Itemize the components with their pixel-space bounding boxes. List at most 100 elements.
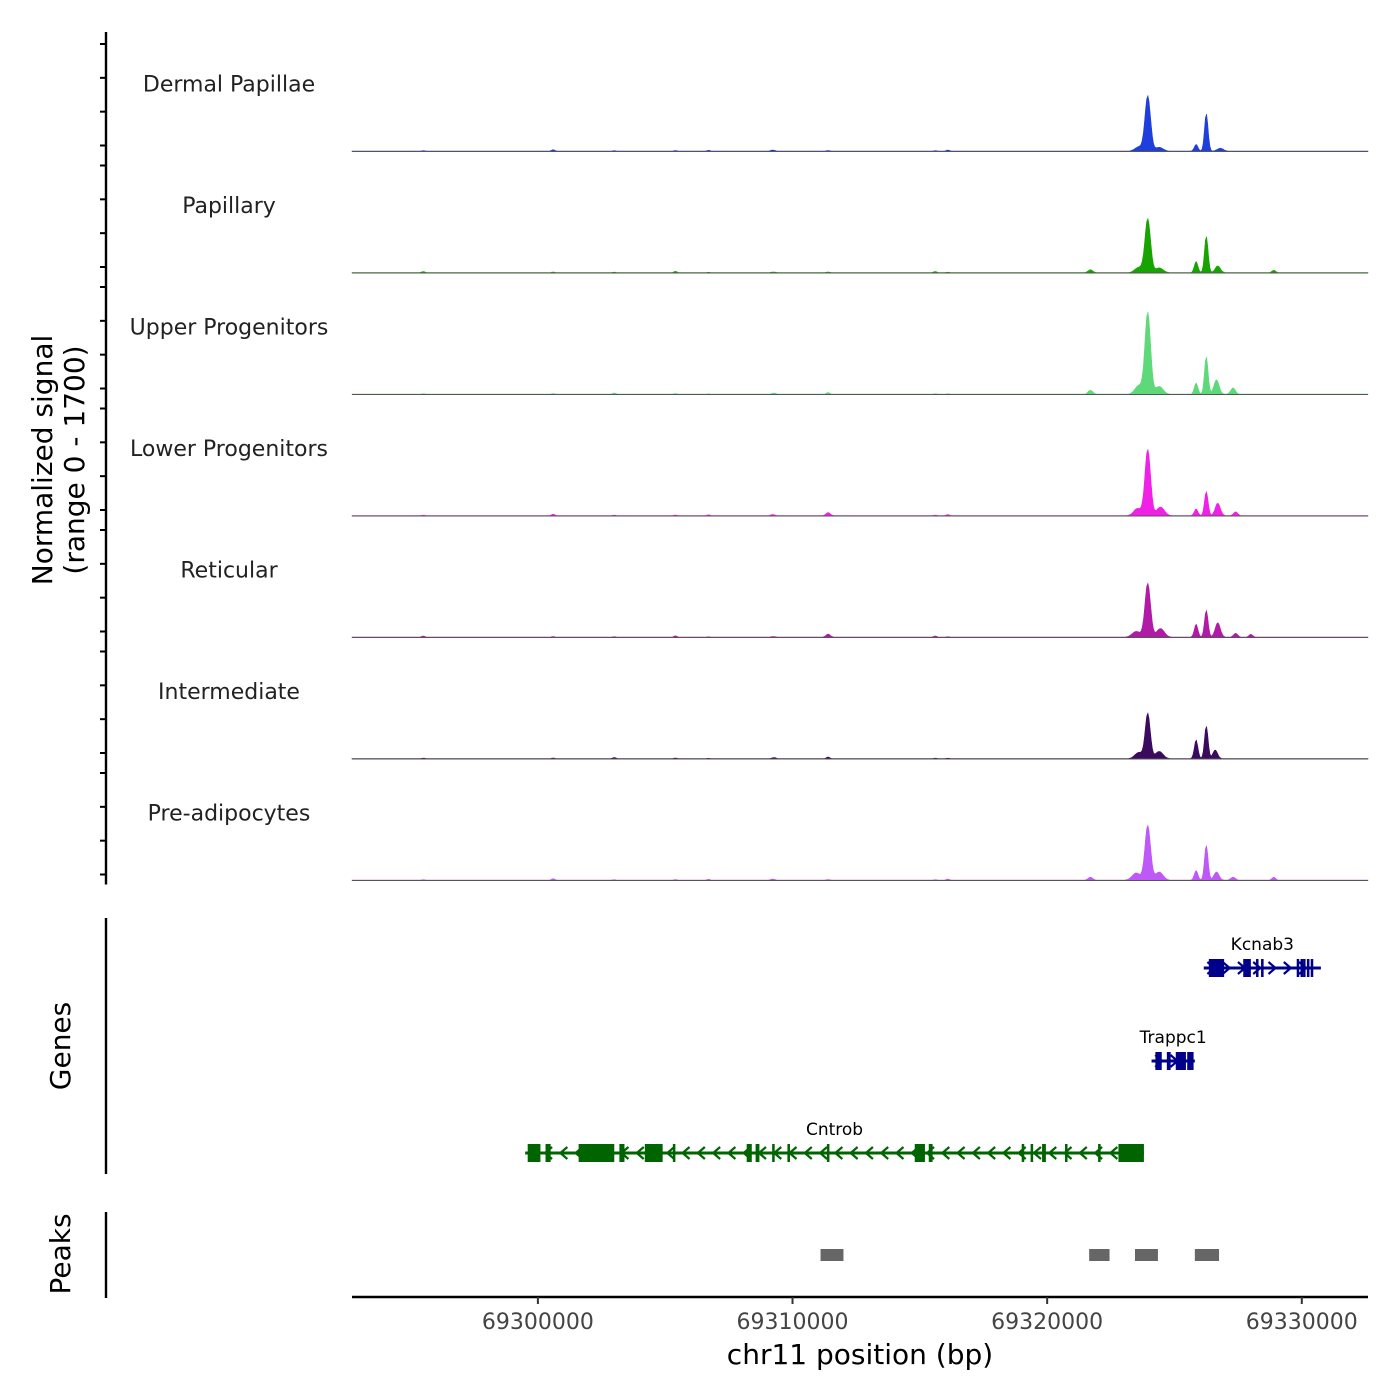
strand-chevron: [1283, 961, 1293, 975]
track-label: Papillary: [182, 194, 276, 219]
gene-exon: [527, 1144, 541, 1162]
gene-exon: [928, 1144, 933, 1162]
gene-exon: [1187, 1052, 1194, 1070]
track-2: Upper Progenitors: [130, 312, 1369, 395]
coverage-tracks: Dermal Papillae Papillary Upper Progenitor…: [130, 73, 1369, 881]
x-tick-label: 69310000: [737, 1310, 849, 1335]
track-label: Pre-adipocytes: [148, 802, 311, 827]
gene-exon: [746, 1144, 752, 1162]
track-label: Reticular: [180, 559, 278, 584]
gene-exon: [619, 1144, 625, 1162]
gene-exon: [1306, 959, 1310, 977]
gene-trappc1: Trappc1: [1139, 1028, 1207, 1070]
gene-exon: [787, 1144, 790, 1162]
track-label: Lower Progenitors: [130, 437, 328, 462]
track-3: Lower Progenitors: [130, 437, 1369, 517]
strand-chevron: [680, 1146, 691, 1160]
gene-exon: [1042, 1144, 1046, 1162]
strand-chevron: [711, 1146, 721, 1160]
strand-chevron: [986, 1146, 996, 1160]
gene-exon: [826, 1144, 830, 1162]
gene-exon: [1208, 959, 1225, 977]
strand-chevron: [1062, 1146, 1073, 1160]
gene-exon: [545, 1144, 551, 1162]
strand-chevron: [894, 1146, 905, 1160]
gene-exon: [1155, 1052, 1162, 1070]
strand-chevron: [1032, 1146, 1042, 1160]
strand-chevron: [726, 1146, 737, 1160]
coverage-area: [351, 449, 1369, 517]
coverage-area: [351, 582, 1369, 638]
track-label: Upper Progenitors: [130, 316, 329, 341]
gene-exon: [1261, 959, 1264, 977]
coverage-area: [351, 217, 1369, 274]
strand-chevron: [955, 1146, 966, 1160]
strand-chevron: [1221, 961, 1232, 975]
gene-exon: [755, 1144, 760, 1162]
gene-exon: [914, 1144, 925, 1162]
gene-cntrob: Cntrob: [525, 1120, 1144, 1162]
coverage-area: [351, 824, 1369, 881]
coverage-area: [351, 94, 1369, 152]
strand-chevron: [1078, 1146, 1088, 1160]
strand-chevron: [833, 1146, 844, 1160]
strand-chevron: [864, 1146, 874, 1160]
peak-region: [1135, 1249, 1158, 1261]
track-label: Intermediate: [158, 680, 300, 705]
strand-chevron: [803, 1146, 813, 1160]
peaks-panel-label: Peaks: [44, 1213, 77, 1294]
track-4: Reticular: [180, 559, 1369, 638]
genes-panel-label: Genes: [44, 1002, 77, 1090]
gene-exon: [1021, 1144, 1025, 1162]
gene-exon: [1030, 1144, 1034, 1162]
x-tick-label: 69330000: [1246, 1310, 1358, 1335]
gene-exon: [1118, 1144, 1144, 1162]
gene-exon: [1064, 1144, 1068, 1162]
track-0: Dermal Papillae: [143, 73, 1369, 152]
strand-chevron: [848, 1146, 859, 1160]
strand-chevron: [558, 1146, 569, 1160]
y-axis-label-line1: Normalized signal: [26, 335, 59, 586]
gene-kcnab3: Kcnab3: [1203, 935, 1321, 977]
gene-exon: [1296, 959, 1300, 977]
peak-region: [1089, 1249, 1110, 1261]
strand-chevron: [665, 1146, 676, 1160]
gene-exon: [672, 1144, 676, 1162]
x-axis-label: chr11 position (bp): [727, 1338, 993, 1371]
strand-chevron: [1001, 1146, 1012, 1160]
gene-exon: [1175, 1052, 1186, 1070]
strand-chevron: [1252, 961, 1262, 975]
gene-exon: [772, 1144, 775, 1162]
strand-chevron: [879, 1146, 889, 1160]
gene-label: Kcnab3: [1231, 935, 1294, 955]
track-5: Intermediate: [158, 680, 1369, 760]
coverage-area: [351, 712, 1369, 760]
track-1: Papillary: [182, 194, 1369, 274]
gene-exon: [1255, 959, 1259, 977]
gene-label: Cntrob: [806, 1120, 863, 1140]
gene-exon: [1098, 1144, 1101, 1162]
strand-chevron: [1267, 961, 1278, 975]
peak-regions: [820, 1249, 1220, 1261]
coverage-y-axis: [100, 32, 108, 885]
x-tick-label: 69320000: [991, 1310, 1103, 1335]
gene-exon: [1300, 959, 1304, 977]
strand-chevron: [1047, 1146, 1057, 1160]
strand-chevron: [1108, 1146, 1119, 1160]
gene-annotations: Kcnab3 Trappc1 Cntrob: [525, 935, 1321, 1162]
gene-exon: [644, 1144, 663, 1162]
peak-region: [820, 1249, 844, 1261]
track-6: Pre-adipocytes: [148, 802, 1369, 881]
peak-region: [1194, 1249, 1220, 1261]
x-tick-label: 69300000: [482, 1310, 594, 1335]
strand-chevron: [696, 1146, 706, 1160]
track-label: Dermal Papillae: [143, 73, 315, 98]
strand-chevron: [818, 1146, 828, 1160]
y-axis-label-line2: (range 0 - 1700): [58, 345, 91, 574]
gene-label: Trappc1: [1139, 1028, 1207, 1048]
gene-exon: [1166, 1052, 1171, 1070]
gene-exon: [1310, 959, 1314, 977]
gene-exon: [1303, 959, 1306, 977]
gene-exon: [1243, 959, 1251, 977]
